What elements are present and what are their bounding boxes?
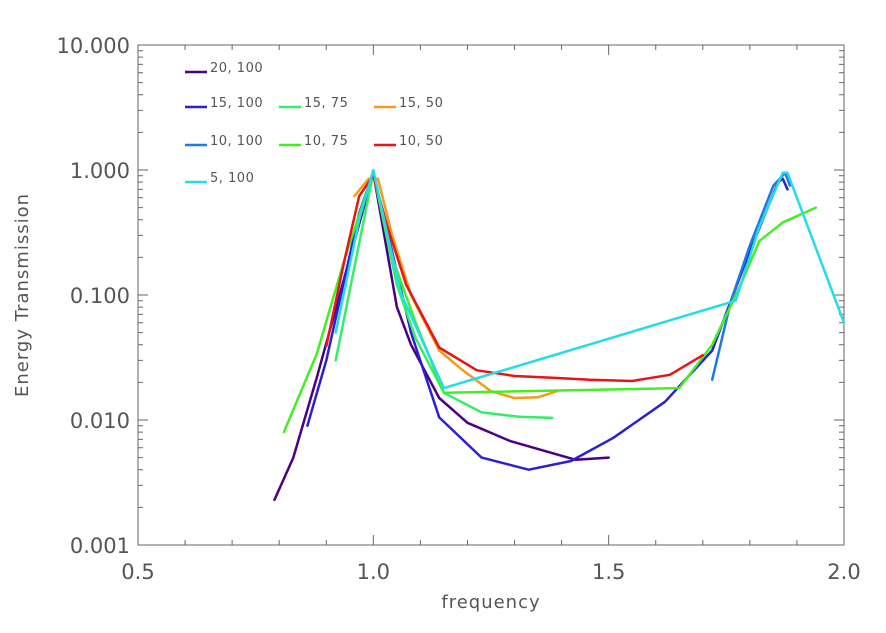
series-line-6	[325, 174, 705, 383]
x-tick-label: 1.5	[592, 560, 625, 584]
y-axis-title: Energy Transmission	[12, 193, 33, 397]
legend-label-6: 10, 50	[399, 134, 443, 149]
legend-label-2: 15, 75	[304, 96, 348, 111]
legend: 20, 100 15, 100 15, 75 15, 50 10, 100 10, 75 1…	[185, 61, 443, 186]
x-tick-label: 1.0	[357, 560, 390, 584]
series-line-1	[306, 171, 789, 471]
y-tick-label: 0.100	[70, 284, 130, 308]
axis-ticks	[137, 44, 845, 546]
x-axis-title: frequency	[441, 592, 540, 613]
series-line-7	[334, 168, 846, 390]
y-tick-label: 10.000	[57, 34, 130, 58]
legend-label-0: 20, 100	[210, 61, 263, 76]
x-tick-label: 2.0	[827, 560, 860, 584]
series-layer	[273, 168, 846, 502]
legend-label-7: 5, 100	[210, 171, 254, 186]
y-tick-label: 1.000	[70, 159, 130, 183]
x-tick-label: 0.5	[121, 560, 154, 584]
series-line-2	[334, 171, 554, 420]
legend-label-4: 10, 100	[210, 134, 263, 149]
series-line-4	[710, 171, 792, 381]
y-tick-label: 0.001	[70, 534, 130, 558]
series-line-0	[273, 171, 610, 502]
series-line-3	[353, 177, 559, 400]
legend-label-5: 10, 75	[304, 134, 348, 149]
tick-labels: 0.5 1.0 1.5 2.0 0.001 0.010 0.100 1.000 10.000	[57, 34, 861, 584]
y-tick-label: 0.010	[70, 409, 130, 433]
legend-label-1: 15, 100	[210, 96, 263, 111]
legend-label-3: 15, 50	[399, 96, 443, 111]
